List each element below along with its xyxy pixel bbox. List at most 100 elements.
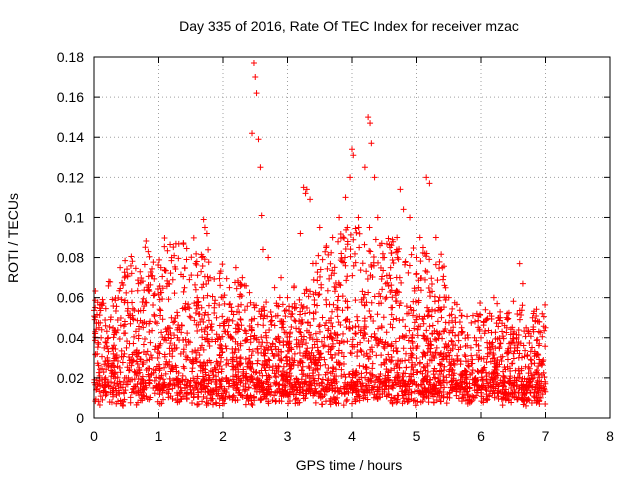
data-point (478, 334, 484, 341)
data-point (109, 345, 116, 352)
data-point (141, 261, 148, 268)
data-point (280, 338, 287, 345)
data-point (425, 385, 432, 392)
data-point (259, 305, 266, 312)
data-point (329, 234, 336, 241)
data-point (374, 214, 381, 221)
data-point (129, 386, 136, 393)
data-point (147, 318, 154, 325)
data-point (510, 355, 517, 362)
data-point (291, 386, 298, 393)
data-point (448, 387, 455, 394)
data-point (257, 164, 264, 171)
data-point (161, 266, 168, 273)
data-point (216, 301, 223, 308)
data-point (158, 329, 165, 336)
data-point (377, 293, 384, 300)
data-point (275, 363, 282, 370)
data-point (492, 345, 499, 352)
data-point (439, 356, 446, 363)
data-point (296, 296, 303, 303)
data-point (181, 304, 188, 311)
data-point (367, 346, 374, 353)
y-tick-label: 0.16 (57, 89, 84, 105)
data-point (281, 382, 288, 389)
data-point (275, 333, 282, 340)
data-point (92, 314, 99, 321)
data-point (315, 252, 322, 259)
axes (93, 56, 611, 419)
data-point (371, 330, 378, 337)
data-point (117, 315, 124, 322)
data-point (370, 253, 377, 260)
data-point (435, 297, 442, 304)
data-point (303, 286, 310, 293)
data-point (341, 235, 348, 242)
data-point (434, 318, 441, 325)
data-point (535, 328, 542, 335)
data-point (147, 339, 154, 346)
data-point (151, 346, 158, 353)
data-point (384, 279, 391, 286)
data-point (213, 314, 220, 321)
data-point (507, 331, 514, 338)
data-point (143, 237, 150, 244)
data-point (156, 391, 163, 398)
data-point (475, 368, 482, 375)
data-point (323, 244, 330, 251)
data-point (171, 252, 178, 259)
data-point (203, 230, 210, 237)
data-point (484, 353, 491, 360)
data-point (198, 342, 205, 349)
data-point (97, 393, 104, 400)
data-point (461, 379, 468, 386)
data-point (340, 339, 347, 346)
data-point (161, 235, 168, 242)
data-point (257, 396, 264, 403)
data-point (500, 373, 507, 380)
data-point (449, 366, 456, 373)
data-point (414, 398, 421, 405)
data-point (419, 398, 426, 405)
data-point (462, 353, 469, 360)
data-point (251, 393, 258, 400)
data-point (449, 305, 456, 312)
data-point (424, 378, 431, 385)
data-point (240, 383, 247, 390)
data-point (246, 289, 253, 296)
data-point (159, 316, 166, 323)
data-point (536, 397, 543, 404)
data-point (393, 274, 400, 281)
data-point (388, 342, 395, 349)
data-point (205, 388, 212, 395)
data-point (462, 343, 469, 350)
data-point (248, 400, 255, 407)
data-point (504, 316, 511, 323)
data-point (336, 389, 343, 396)
data-point (540, 357, 547, 364)
data-point (487, 376, 494, 383)
data-point (156, 365, 163, 372)
data-point (473, 310, 480, 317)
data-point (436, 352, 443, 359)
data-point (430, 399, 437, 406)
data-point (363, 383, 370, 390)
data-point (189, 368, 196, 375)
data-point (161, 334, 168, 341)
data-point (344, 338, 351, 345)
data-point (121, 330, 128, 337)
data-point (125, 367, 132, 374)
data-point (394, 254, 401, 261)
data-point (410, 298, 417, 305)
data-point (164, 247, 171, 254)
data-point (419, 389, 426, 396)
data-point (99, 353, 106, 360)
data-point (206, 343, 213, 350)
data-point (464, 331, 471, 338)
data-point (112, 307, 119, 314)
data-point (230, 392, 237, 399)
data-point (452, 381, 459, 388)
data-point (280, 324, 287, 331)
data-point (351, 372, 358, 379)
data-point (297, 381, 304, 388)
